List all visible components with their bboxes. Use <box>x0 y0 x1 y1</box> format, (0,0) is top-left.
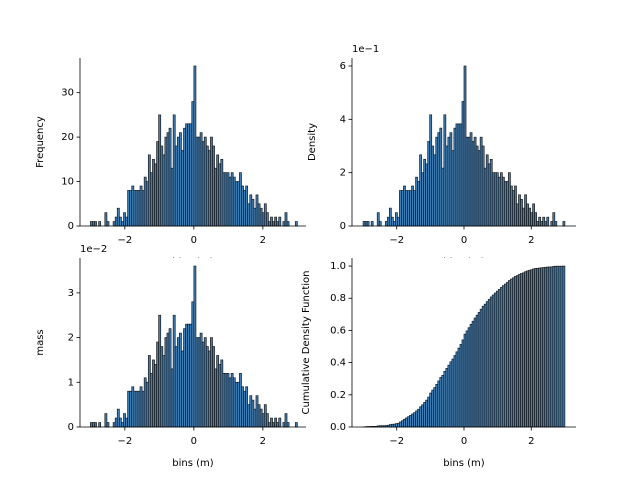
y-tick-label: 0.8 <box>330 293 346 304</box>
y-tick-label: 0 <box>68 221 74 232</box>
bar <box>106 422 110 428</box>
y-offset-text: 1e−1 <box>352 44 379 55</box>
y-tick-label: 0.6 <box>330 325 346 336</box>
y-axis-label: mass <box>35 329 46 355</box>
y-offset-text: 1e−2 <box>80 244 107 255</box>
y-tick-label: 1.0 <box>330 261 346 272</box>
x-tick-label: 0 <box>191 235 197 246</box>
y-tick-label: 30 <box>61 88 74 99</box>
bar <box>546 216 550 227</box>
bar <box>286 422 290 428</box>
bar <box>106 221 110 227</box>
x-tick-label: 2 <box>528 235 534 246</box>
x-tick-label: 2 <box>260 436 266 447</box>
bar <box>378 221 382 227</box>
y-tick-label: 1 <box>68 377 74 388</box>
bar <box>562 221 566 227</box>
bar <box>278 216 282 227</box>
y-tick-label: 0.4 <box>330 358 346 369</box>
bar <box>286 221 290 227</box>
x-tick-label: 0 <box>461 436 467 447</box>
x-tick-label: −2 <box>389 436 404 447</box>
y-tick-label: 4 <box>340 114 346 125</box>
x-tick-label: 2 <box>528 436 534 447</box>
y-tick-label: 0 <box>68 422 74 433</box>
y-tick-label: 2 <box>68 333 74 344</box>
y-tick-label: 0 <box>340 221 346 232</box>
bar <box>294 422 298 428</box>
y-tick-label: 20 <box>61 132 74 143</box>
x-tick-label: −2 <box>117 436 132 447</box>
bar <box>554 221 558 227</box>
x-tick-label: 0 <box>461 235 467 246</box>
y-tick-label: 3 <box>68 288 74 299</box>
bar <box>562 265 566 428</box>
y-tick-label: 6 <box>340 61 346 72</box>
bar <box>366 221 370 227</box>
x-axis-label: bins (m) <box>172 458 213 469</box>
y-axis-label: Density <box>307 123 318 161</box>
x-tick-label: 0 <box>191 436 197 447</box>
bar <box>294 221 298 227</box>
y-tick-label: 0.2 <box>330 390 346 401</box>
y-tick-label: 10 <box>61 177 74 188</box>
bar <box>98 221 102 227</box>
bar <box>278 417 282 428</box>
x-tick-label: 2 <box>260 235 266 246</box>
y-tick-label: 0.0 <box>330 422 346 433</box>
x-axis-label: bins (m) <box>443 458 484 469</box>
bar <box>98 422 102 428</box>
bar <box>370 221 374 227</box>
x-tick-label: −2 <box>117 235 132 246</box>
x-tick-label: −2 <box>389 235 404 246</box>
y-tick-label: 2 <box>340 168 346 179</box>
y-axis-label: Frequency <box>35 116 46 168</box>
bar <box>94 221 97 227</box>
bar <box>94 422 97 428</box>
y-axis-label: Cumulative Density Function <box>301 271 312 415</box>
